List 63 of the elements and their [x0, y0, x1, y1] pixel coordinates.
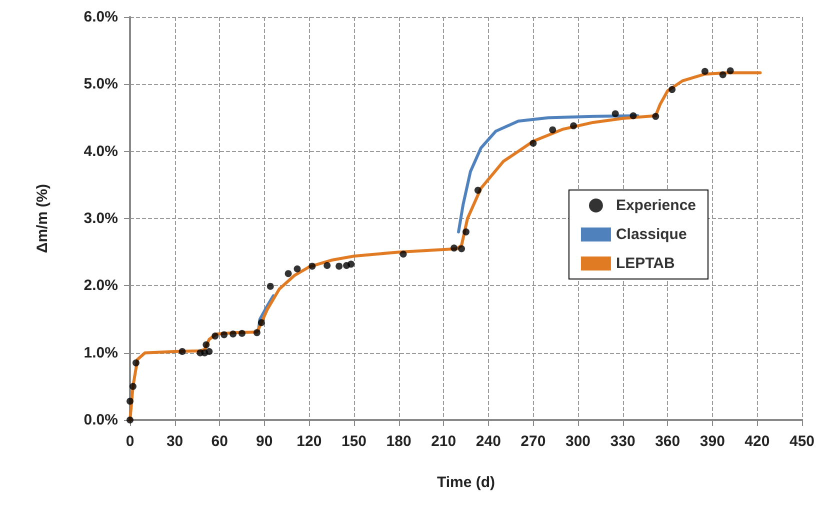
- legend-label: LEPTAB: [616, 255, 676, 272]
- legend-label: Experience: [616, 197, 696, 214]
- x-tick-label: 420: [744, 433, 770, 450]
- x-tick-label: 210: [431, 433, 456, 450]
- point: [202, 341, 210, 348]
- point: [549, 126, 556, 134]
- point: [126, 416, 134, 424]
- point: [126, 398, 134, 405]
- point: [129, 382, 136, 390]
- point: [570, 122, 578, 130]
- point: [474, 186, 482, 194]
- point: [206, 348, 213, 355]
- point: [324, 262, 331, 270]
- point: [212, 332, 219, 340]
- legend-label: Classique: [616, 226, 687, 243]
- y-axis-title: Δm/m (%): [34, 184, 51, 254]
- point: [230, 330, 237, 338]
- y-tick-label: 0.0%: [84, 412, 118, 428]
- point: [284, 270, 292, 278]
- point: [612, 110, 619, 118]
- point: [668, 86, 676, 94]
- y-tick-label: 2.0%: [84, 277, 118, 294]
- x-tick-label: 150: [341, 433, 367, 450]
- x-tick-label: 330: [610, 433, 636, 450]
- y-tick-label: 3.0%: [84, 210, 118, 227]
- point: [132, 359, 140, 366]
- x-tick-label: 30: [166, 433, 184, 450]
- point: [450, 244, 458, 252]
- x-tick-label: 240: [476, 433, 501, 450]
- y-tick-label: 1.0%: [84, 344, 118, 362]
- point: [220, 331, 228, 338]
- point: [348, 260, 355, 268]
- point: [530, 140, 537, 147]
- point: [178, 348, 186, 355]
- x-tick-label: 60: [211, 433, 228, 450]
- x-axis-title: Time (d): [436, 474, 496, 491]
- point: [701, 68, 708, 75]
- y-tick-label: 5.0%: [84, 76, 118, 93]
- point: [294, 265, 301, 272]
- point: [258, 319, 265, 326]
- y-tick-label: 4.0%: [84, 142, 118, 160]
- x-tick-label: 90: [256, 433, 273, 450]
- point: [458, 245, 466, 252]
- x-tick-label: 0: [126, 433, 134, 450]
- point: [652, 112, 660, 120]
- x-tick-label: 180: [386, 433, 412, 450]
- point: [308, 262, 316, 270]
- point: [400, 250, 407, 258]
- point: [726, 67, 734, 74]
- point: [630, 112, 637, 120]
- y-tick-label: 6.0%: [84, 8, 118, 26]
- x-tick-label: 270: [520, 433, 546, 450]
- x-tick-label: 120: [296, 433, 322, 450]
- point: [719, 71, 726, 78]
- point: [336, 262, 343, 270]
- x-tick-label: 300: [565, 433, 591, 450]
- point: [266, 282, 274, 290]
- point: [462, 228, 470, 236]
- point: [238, 330, 246, 337]
- x-tick-label: 360: [655, 433, 680, 450]
- point: [253, 329, 260, 336]
- x-tick-label: 450: [789, 433, 815, 450]
- x-tick-label: 390: [700, 433, 725, 450]
